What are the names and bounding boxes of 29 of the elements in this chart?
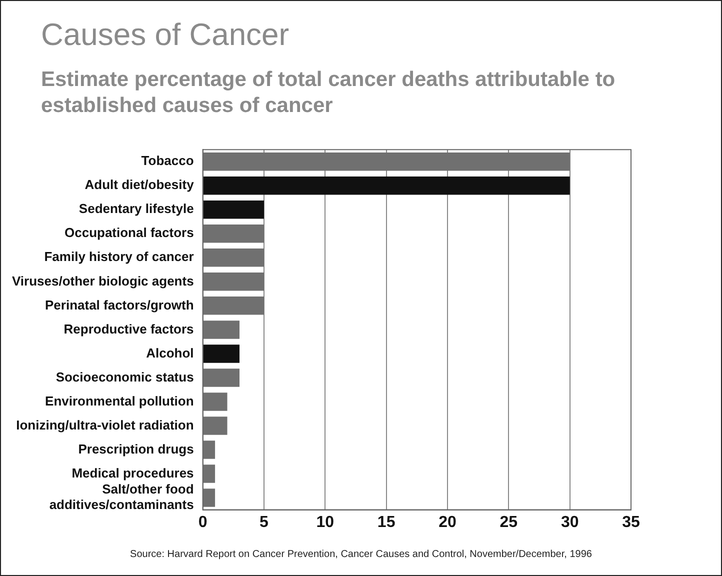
y-tick-label: Sedentary lifestyle — [78, 201, 194, 216]
bar — [203, 200, 264, 219]
y-tick-label: Tobacco — [141, 153, 194, 168]
x-tick-label: 0 — [198, 514, 208, 531]
y-tick-label: Adult diet/obesity — [84, 177, 195, 192]
x-tick-label: 35 — [622, 514, 640, 531]
source-note: Source: Harvard Report on Cancer Prevention, Cancer Causes and Control, November/December, 1996 — [129, 549, 593, 560]
x-tick-label: 15 — [377, 514, 396, 531]
y-tick-label: Family history of cancer — [44, 249, 194, 264]
x-tick-label: 5 — [260, 514, 269, 531]
y-tick-label: Prescription drugs — [78, 441, 194, 456]
x-tick-label: 20 — [438, 514, 456, 531]
y-tick-label: Viruses/other biologic agents — [12, 273, 194, 288]
chart-title: Causes of Cancer — [41, 17, 290, 53]
y-tick-label: Occupational factors — [64, 225, 194, 240]
y-tick-label: Perinatal factors/growth — [44, 297, 194, 312]
bar — [203, 344, 240, 363]
y-tick-label: Alcohol — [146, 345, 194, 360]
y-tick-label: Salt/other food additives/contaminants — [49, 482, 194, 512]
y-tick-label: Ionizing/ultra-violet radiation — [16, 417, 194, 432]
x-tick-label: 25 — [500, 514, 518, 531]
x-tick-label: 10 — [316, 514, 334, 531]
x-tick-label: 30 — [560, 514, 579, 531]
chart-subtitle: Estimate percentage of total cancer deaths attributable to established causes of cancer — [41, 67, 616, 119]
y-tick-label: Medical procedures — [72, 465, 194, 480]
bar — [203, 176, 570, 195]
y-tick-label: Environmental pollution — [45, 393, 194, 408]
y-tick-label: Socioeconomic status — [56, 369, 194, 384]
y-tick-label: Reproductive factors — [64, 321, 194, 336]
